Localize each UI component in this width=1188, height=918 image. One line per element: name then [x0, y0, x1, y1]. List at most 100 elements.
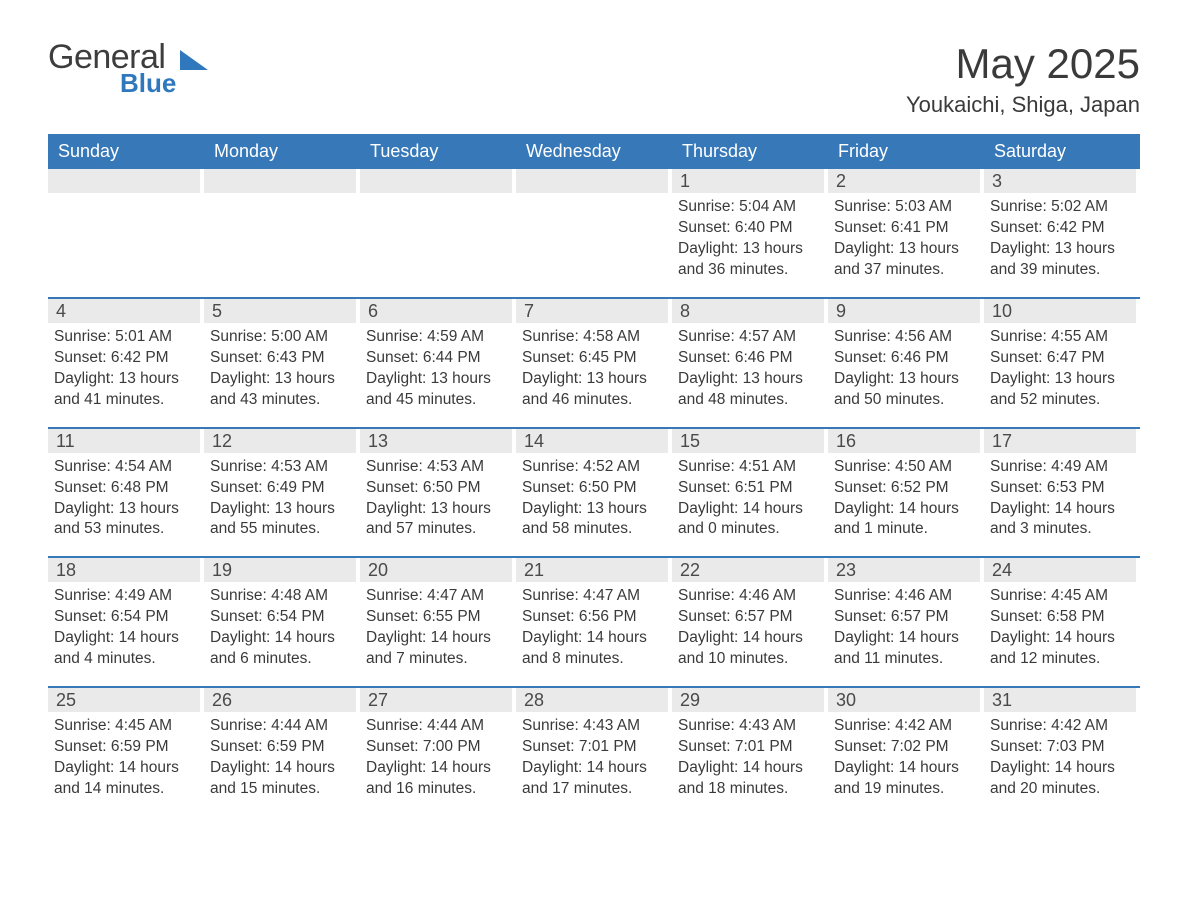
sunrise-line: Sunrise: 4:43 AM [678, 716, 822, 737]
daylight-line: Daylight: 13 hours and 55 minutes. [210, 499, 354, 541]
day-number: 8 [672, 299, 824, 323]
day-number: 19 [204, 558, 356, 582]
week-row: 25Sunrise: 4:45 AMSunset: 6:59 PMDayligh… [48, 686, 1140, 816]
sunrise-line: Sunrise: 5:03 AM [834, 197, 978, 218]
sunset-line: Sunset: 7:02 PM [834, 737, 978, 758]
sunset-line: Sunset: 6:54 PM [54, 607, 198, 628]
week-row: 18Sunrise: 4:49 AMSunset: 6:54 PMDayligh… [48, 556, 1140, 686]
day-body: Sunrise: 4:45 AMSunset: 6:58 PMDaylight:… [984, 582, 1136, 686]
day-cell: 1Sunrise: 5:04 AMSunset: 6:40 PMDaylight… [672, 169, 828, 297]
sunrise-line: Sunrise: 4:42 AM [834, 716, 978, 737]
sunrise-line: Sunrise: 4:45 AM [54, 716, 198, 737]
day-body: Sunrise: 4:53 AMSunset: 6:49 PMDaylight:… [204, 453, 356, 557]
day-cell [516, 169, 672, 297]
day-cell: 20Sunrise: 4:47 AMSunset: 6:55 PMDayligh… [360, 558, 516, 686]
day-number: 9 [828, 299, 980, 323]
daylight-line: Daylight: 13 hours and 50 minutes. [834, 369, 978, 411]
day-number: 4 [48, 299, 200, 323]
sunrise-line: Sunrise: 4:57 AM [678, 327, 822, 348]
sunrise-line: Sunrise: 5:02 AM [990, 197, 1134, 218]
month-title: May 2025 [906, 40, 1140, 88]
day-body: Sunrise: 4:43 AMSunset: 7:01 PMDaylight:… [672, 712, 824, 816]
daylight-line: Daylight: 13 hours and 57 minutes. [366, 499, 510, 541]
empty-day-number [48, 169, 200, 193]
day-body: Sunrise: 4:50 AMSunset: 6:52 PMDaylight:… [828, 453, 980, 557]
day-cell: 24Sunrise: 4:45 AMSunset: 6:58 PMDayligh… [984, 558, 1140, 686]
title-block: May 2025 Youkaichi, Shiga, Japan [906, 40, 1140, 118]
daylight-line: Daylight: 14 hours and 7 minutes. [366, 628, 510, 670]
sunset-line: Sunset: 6:58 PM [990, 607, 1134, 628]
sunset-line: Sunset: 6:49 PM [210, 478, 354, 499]
daylight-line: Daylight: 13 hours and 52 minutes. [990, 369, 1134, 411]
daylight-line: Daylight: 13 hours and 48 minutes. [678, 369, 822, 411]
day-number: 15 [672, 429, 824, 453]
sunrise-line: Sunrise: 4:48 AM [210, 586, 354, 607]
sunset-line: Sunset: 7:00 PM [366, 737, 510, 758]
day-cell: 12Sunrise: 4:53 AMSunset: 6:49 PMDayligh… [204, 429, 360, 557]
weeks-container: 1Sunrise: 5:04 AMSunset: 6:40 PMDaylight… [48, 169, 1140, 816]
day-body: Sunrise: 5:01 AMSunset: 6:42 PMDaylight:… [48, 323, 200, 427]
sunset-line: Sunset: 6:57 PM [678, 607, 822, 628]
day-body: Sunrise: 5:03 AMSunset: 6:41 PMDaylight:… [828, 193, 980, 297]
week-row: 4Sunrise: 5:01 AMSunset: 6:42 PMDaylight… [48, 297, 1140, 427]
daylight-line: Daylight: 13 hours and 36 minutes. [678, 239, 822, 281]
sunset-line: Sunset: 6:52 PM [834, 478, 978, 499]
day-cell: 16Sunrise: 4:50 AMSunset: 6:52 PMDayligh… [828, 429, 984, 557]
day-body: Sunrise: 5:02 AMSunset: 6:42 PMDaylight:… [984, 193, 1136, 297]
daylight-line: Daylight: 13 hours and 53 minutes. [54, 499, 198, 541]
daylight-line: Daylight: 14 hours and 11 minutes. [834, 628, 978, 670]
sunrise-line: Sunrise: 5:01 AM [54, 327, 198, 348]
sunrise-line: Sunrise: 4:47 AM [366, 586, 510, 607]
sunset-line: Sunset: 6:42 PM [54, 348, 198, 369]
day-cell [204, 169, 360, 297]
sunset-line: Sunset: 6:46 PM [678, 348, 822, 369]
sunset-line: Sunset: 6:43 PM [210, 348, 354, 369]
daylight-line: Daylight: 14 hours and 10 minutes. [678, 628, 822, 670]
daylight-line: Daylight: 14 hours and 8 minutes. [522, 628, 666, 670]
day-number: 20 [360, 558, 512, 582]
day-cell: 27Sunrise: 4:44 AMSunset: 7:00 PMDayligh… [360, 688, 516, 816]
weekday-header: Wednesday [516, 134, 672, 169]
daylight-line: Daylight: 14 hours and 20 minutes. [990, 758, 1134, 800]
sunrise-line: Sunrise: 4:43 AM [522, 716, 666, 737]
day-cell: 19Sunrise: 4:48 AMSunset: 6:54 PMDayligh… [204, 558, 360, 686]
daylight-line: Daylight: 14 hours and 15 minutes. [210, 758, 354, 800]
sunset-line: Sunset: 6:51 PM [678, 478, 822, 499]
day-number: 22 [672, 558, 824, 582]
day-number: 11 [48, 429, 200, 453]
sunrise-line: Sunrise: 4:55 AM [990, 327, 1134, 348]
empty-day-number [360, 169, 512, 193]
day-cell: 22Sunrise: 4:46 AMSunset: 6:57 PMDayligh… [672, 558, 828, 686]
day-number: 27 [360, 688, 512, 712]
weekday-header: Thursday [672, 134, 828, 169]
sunset-line: Sunset: 6:53 PM [990, 478, 1134, 499]
day-body: Sunrise: 4:57 AMSunset: 6:46 PMDaylight:… [672, 323, 824, 427]
daylight-line: Daylight: 13 hours and 46 minutes. [522, 369, 666, 411]
sunrise-line: Sunrise: 4:49 AM [54, 586, 198, 607]
day-cell: 28Sunrise: 4:43 AMSunset: 7:01 PMDayligh… [516, 688, 672, 816]
day-body: Sunrise: 5:00 AMSunset: 6:43 PMDaylight:… [204, 323, 356, 427]
day-body: Sunrise: 4:42 AMSunset: 7:03 PMDaylight:… [984, 712, 1136, 816]
day-body: Sunrise: 4:46 AMSunset: 6:57 PMDaylight:… [672, 582, 824, 686]
day-cell: 2Sunrise: 5:03 AMSunset: 6:41 PMDaylight… [828, 169, 984, 297]
day-cell: 8Sunrise: 4:57 AMSunset: 6:46 PMDaylight… [672, 299, 828, 427]
day-number: 28 [516, 688, 668, 712]
day-body: Sunrise: 4:44 AMSunset: 7:00 PMDaylight:… [360, 712, 512, 816]
day-body: Sunrise: 4:42 AMSunset: 7:02 PMDaylight:… [828, 712, 980, 816]
daylight-line: Daylight: 14 hours and 4 minutes. [54, 628, 198, 670]
sunset-line: Sunset: 7:01 PM [522, 737, 666, 758]
sunset-line: Sunset: 6:40 PM [678, 218, 822, 239]
day-cell: 5Sunrise: 5:00 AMSunset: 6:43 PMDaylight… [204, 299, 360, 427]
day-cell: 9Sunrise: 4:56 AMSunset: 6:46 PMDaylight… [828, 299, 984, 427]
sunrise-line: Sunrise: 4:54 AM [54, 457, 198, 478]
top-bar: General Blue May 2025 Youkaichi, Shiga, … [48, 40, 1140, 118]
day-number: 6 [360, 299, 512, 323]
weekday-header: Monday [204, 134, 360, 169]
day-cell [360, 169, 516, 297]
daylight-line: Daylight: 14 hours and 12 minutes. [990, 628, 1134, 670]
day-cell: 21Sunrise: 4:47 AMSunset: 6:56 PMDayligh… [516, 558, 672, 686]
day-number: 17 [984, 429, 1136, 453]
sunrise-line: Sunrise: 4:46 AM [834, 586, 978, 607]
day-body: Sunrise: 5:04 AMSunset: 6:40 PMDaylight:… [672, 193, 824, 297]
day-cell: 25Sunrise: 4:45 AMSunset: 6:59 PMDayligh… [48, 688, 204, 816]
